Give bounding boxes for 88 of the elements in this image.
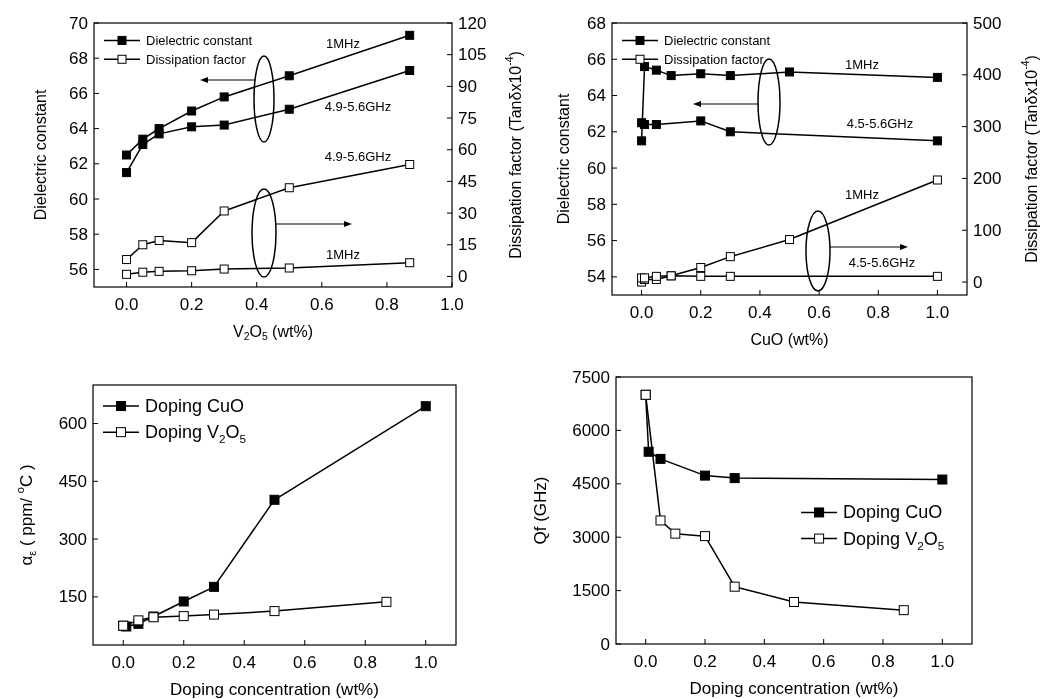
legend-label: Dissipation factor: [146, 51, 247, 67]
x-tick-label: 0.2: [171, 652, 196, 672]
annotation: 4.9-5.6GHz: [324, 98, 392, 114]
y-tick-label: 56: [69, 259, 88, 279]
x-tick-label: 0.6: [292, 652, 317, 672]
legend-label: Doping V$_{2}$O$_{5}$: [145, 422, 247, 446]
y-tick-label: 150: [58, 587, 87, 607]
x-tick-label: 1.0: [440, 294, 464, 314]
y-tick-label: 450: [58, 471, 87, 491]
x-axis-title: Doping concentration (wt%): [689, 678, 899, 698]
y-tick-label: 66: [587, 49, 606, 69]
y2-tick-label: 100: [973, 220, 1002, 240]
y2-tick-label: 90: [458, 76, 477, 96]
y-tick-label: 7500: [572, 367, 610, 387]
legend-label: Dielectric constant: [664, 32, 771, 48]
y-tick-label: 56: [587, 231, 606, 251]
annotation: 1MHz: [845, 186, 879, 202]
y2-tick-label: 300: [973, 117, 1002, 137]
x-tick-label: 0.2: [693, 651, 717, 671]
y2-tick-label: 60: [458, 140, 477, 160]
y-tick-label: 0: [600, 634, 610, 654]
legend-label: Dielectric constant: [146, 32, 253, 48]
y-tick-label: 4500: [572, 474, 610, 494]
y-tick-label: 6000: [572, 420, 610, 440]
x-tick-label: 0.6: [811, 651, 836, 671]
y-tick-label: 68: [69, 48, 88, 68]
y-tick-label: 3000: [572, 527, 610, 547]
y2-tick-label: 45: [458, 171, 477, 191]
y2-tick-label: 120: [458, 13, 487, 33]
x-tick-label: 1.0: [930, 651, 955, 671]
x-tick-label: 0.0: [629, 302, 654, 322]
y-tick-label: 62: [69, 154, 88, 174]
y2-tick-label: 105: [458, 45, 487, 65]
y-axis-title: Qf (GHz): [530, 476, 550, 545]
y2-tick-label: 75: [458, 108, 477, 128]
x-tick-label: 0.6: [310, 294, 334, 314]
x-tick-label: 0.0: [633, 651, 658, 671]
y2-tick-label: 500: [973, 13, 1002, 33]
x-axis-title: CuO (wt%): [750, 330, 829, 348]
x-tick-label: 0.8: [353, 652, 378, 672]
y2-tick-label: 15: [458, 235, 477, 255]
x-axis-title: V$_{2}$O$_{5}$ (wt%): [232, 322, 314, 342]
legend-label: Doping CuO: [843, 502, 943, 523]
y-tick-label: 68: [587, 13, 606, 33]
y-tick-label: 64: [69, 119, 88, 139]
y2-tick-label: 0: [973, 272, 983, 292]
y-tick-label: 54: [587, 267, 606, 287]
annotation: 1MHz: [845, 56, 879, 72]
y-tick-label: 64: [587, 86, 606, 106]
y-tick-label: 60: [587, 158, 606, 178]
annotation: 4.5-5.6GHz: [848, 254, 916, 270]
legend-label: Doping CuO: [145, 396, 245, 417]
y2-tick-label: 0: [458, 266, 468, 286]
y-tick-label: 58: [587, 194, 606, 214]
y-tick-label: 600: [58, 414, 87, 434]
y-tick-label: 60: [69, 189, 88, 209]
x-tick-label: 0.4: [752, 651, 777, 671]
x-tick-label: 0.8: [871, 651, 895, 671]
y-axis-title: Dielectric constant: [554, 93, 572, 225]
x-tick-label: 0.0: [111, 652, 136, 672]
annotation: 1MHz: [326, 35, 360, 51]
annotation: 4.5-5.6GHz: [846, 115, 914, 131]
x-tick-label: 0.2: [688, 302, 713, 322]
x-tick-label: 0.4: [748, 302, 772, 322]
x-tick-label: 0.8: [375, 294, 399, 314]
y-tick-label: 62: [587, 122, 606, 142]
annotation: 4.9-5.6GHz: [324, 148, 392, 164]
y-axis-title: Dielectric constant: [31, 89, 49, 221]
legend-label: Doping V$_{2}$O$_{5}$: [843, 528, 945, 552]
y-tick-label: 66: [69, 83, 88, 103]
x-tick-label: 0.4: [232, 652, 257, 672]
x-tick-label: 0.2: [179, 294, 204, 314]
annotation: 1MHz: [326, 246, 360, 262]
x-tick-label: 0.6: [807, 302, 831, 322]
x-tick-label: 0.4: [244, 294, 269, 314]
x-tick-label: 1.0: [413, 652, 438, 672]
y-tick-label: 58: [69, 224, 88, 244]
legend-label: Dissipation factor: [664, 51, 765, 67]
x-axis-title: Doping concentration (wt%): [170, 679, 379, 699]
y-tick-label: 300: [58, 529, 87, 549]
x-tick-label: 1.0: [925, 302, 950, 322]
y2-tick-label: 200: [973, 168, 1002, 188]
x-tick-label: 0.8: [866, 302, 891, 322]
y2-tick-label: 30: [458, 203, 477, 223]
x-tick-label: 0.0: [114, 294, 139, 314]
y2-tick-label: 400: [973, 65, 1002, 85]
y-tick-label: 70: [69, 13, 88, 33]
y-tick-label: 1500: [572, 581, 610, 601]
